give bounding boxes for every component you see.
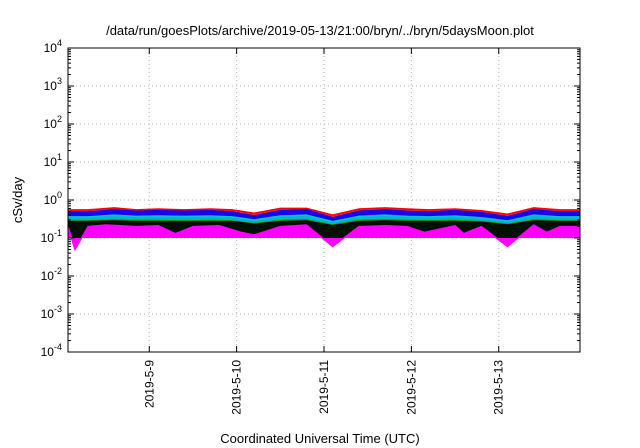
x-tick-label: 2019-5-10 xyxy=(230,360,244,415)
x-tick-label: 2019-5-11 xyxy=(317,360,331,414)
y-tick-label: 10-3 xyxy=(41,304,62,321)
series-line-0 xyxy=(68,207,580,216)
y-axis: 10-4 10-3 10-2 10-1 100 101 102 103 104 xyxy=(41,38,580,359)
grid-lines xyxy=(68,48,580,352)
series-line-1 xyxy=(68,209,580,219)
y-tick-label: 10-2 xyxy=(41,266,62,283)
chart-title: /data/run/goesPlots/archive/2019-05-13/2… xyxy=(106,23,534,38)
x-tick-label: 2019-5-9 xyxy=(142,360,156,408)
series-area-5 xyxy=(68,225,580,250)
y-axis-label: cSv/day xyxy=(10,176,25,223)
y-tick-label: 100 xyxy=(44,190,62,207)
series-line-4 xyxy=(68,220,580,227)
y-tick-label: 101 xyxy=(44,152,62,169)
y-tick-label: 102 xyxy=(44,114,62,131)
series-line-2 xyxy=(68,214,580,223)
series-line-5 xyxy=(67,224,580,252)
y-tick-label: 10-1 xyxy=(41,228,62,245)
y-tick-label: 103 xyxy=(44,76,62,93)
x-tick-label: 2019-5-12 xyxy=(404,360,418,415)
y-tick-label: 10-4 xyxy=(41,342,62,359)
y-tick-label: 104 xyxy=(44,38,62,55)
series-lines xyxy=(67,207,580,252)
x-axis-label: Coordinated Universal Time (UTC) xyxy=(220,431,419,446)
x-axis: 2019-5-9 2019-5-10 2019-5-11 2019-5-12 2019-… xyxy=(142,48,506,415)
x-tick-label: 2019-5-13 xyxy=(492,360,506,415)
